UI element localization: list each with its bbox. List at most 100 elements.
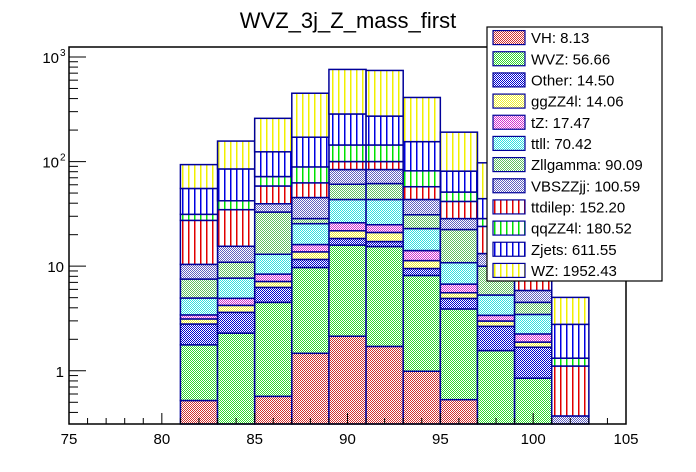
legend-item-ggzz4l: ggZZ4l: 14.06 [492,93,624,111]
series-vh [179,335,479,425]
chart-title: WVZ_3j_Z_mass_first [240,8,456,33]
legend-swatch [492,114,526,130]
legend: VH: 8.13 WVZ: 56.66 Other: 14.50 ggZZ4l: 14… [486,26,663,282]
legend-swatch [492,93,526,109]
bar-other-bin-81 [179,323,219,346]
bar-tz-bin-85 [253,273,293,283]
bar-ggzz4l-bin-89 [328,230,367,240]
legend-label: Other: 14.50 [531,72,614,89]
legend-item-vbszzjj: VBSZZjj: 100.59 [492,178,640,195]
legend-label: Zjets: 611.55 [531,242,617,259]
bar-ttll-bin-99 [513,313,553,335]
legend-item-zjets: Zjets: 611.55 [492,241,617,259]
bar-vbszzjj-bin-83 [216,245,256,264]
bar-zjets-bin-85 [253,151,293,178]
bar-tz-bin-87 [291,243,330,253]
y-tick-label: 10 [42,155,59,172]
bar-wvz-bin-95 [439,308,479,401]
bar-zllgamma-bin-83 [216,261,256,279]
bar-ttll-bin-89 [328,198,367,224]
bar-wvz-bin-97 [476,349,516,425]
bar-wvz-bin-81 [179,344,219,402]
legend-label: Zllgamma: 90.09 [531,157,643,174]
bar-qqzz4l-bin-87 [291,166,330,184]
legend-swatch [492,156,526,173]
bar-zjets-bin-87 [291,136,330,168]
bar-tz-bin-97 [476,314,516,322]
bar-vh-bin-93 [402,370,442,425]
legend-label: WZ: 1952.43 [531,263,617,280]
bar-ttdilep-bin-93 [402,185,442,201]
legend-label: VBSZZjj: 100.59 [531,178,640,195]
legend-item-tz: tZ: 17.47 [492,114,590,132]
bar-tz-bin-99 [513,333,553,343]
bar-other-bin-95 [439,297,479,310]
bar-wz-bin-93 [402,96,442,143]
bar-ttll-bin-97 [476,294,516,317]
bar-other-bin-87 [291,258,330,269]
bar-tz-bin-91 [365,223,404,234]
bar-zllgamma-bin-89 [328,183,367,201]
bar-zjets-bin-95 [439,170,479,193]
bar-vbszzjj-bin-87 [291,196,330,220]
bar-zllgamma-bin-91 [365,182,404,201]
bar-other-bin-89 [328,237,367,246]
x-tick-label: 95 [432,431,449,448]
bar-vh-bin-91 [365,345,404,425]
x-tick-label: 75 [61,431,78,448]
bar-tz-bin-83 [216,297,256,307]
legend-item-zllgamma: Zllgamma: 90.09 [492,156,643,174]
bar-vbszzjj-bin-85 [253,203,293,213]
bar-vh-bin-89 [328,335,367,425]
bar-tz-bin-89 [328,222,367,232]
legend-label: qqZZ4l: 180.52 [531,221,632,238]
bar-ggzz4l-bin-83 [216,304,256,314]
bar-tz-bin-93 [402,249,442,262]
y-tick-exponent: 2 [60,153,66,164]
bar-wz-bin-91 [365,69,404,117]
legend-swatch [492,199,526,215]
bar-qqzz4l-bin-101 [550,357,590,367]
bar-ttdilep-bin-89 [328,160,367,171]
x-tick-label: 105 [613,431,638,448]
bar-qqzz4l-bin-85 [253,175,293,187]
bar-zjets-bin-101 [550,323,590,359]
bar-ttll-bin-81 [179,297,219,316]
legend-label: ggZZ4l: 14.06 [531,94,624,111]
series-ttll [179,198,553,335]
bar-vbszzjj-bin-95 [439,217,479,231]
legend-swatch [492,135,526,152]
legend-label: ttdilep: 152.20 [531,199,625,216]
legend-box [486,26,663,282]
legend-item-wz: WZ: 1952.43 [492,262,617,280]
bar-wz-bin-87 [291,92,330,138]
legend-item-qqzz4l: qqZZ4l: 180.52 [492,220,632,238]
bar-qqzz4l-bin-95 [439,191,479,203]
bar-zllgamma-bin-93 [402,214,442,230]
legend-swatch [492,241,526,257]
bar-qqzz4l-bin-91 [365,144,404,163]
bar-ttll-bin-95 [439,261,479,285]
bar-zllgamma-bin-99 [513,301,553,316]
bar-vbszzjj-bin-89 [328,168,367,185]
legend-swatch [492,72,526,88]
bar-ttll-bin-87 [291,222,330,246]
legend-label: tZ: 17.47 [531,115,590,132]
bar-ggzz4l-bin-95 [439,292,479,300]
bar-ttll-bin-93 [402,227,442,252]
bar-ggzz4l-bin-91 [365,231,404,243]
y-tick-label: 10 [47,259,64,276]
bar-qqzz4l-bin-83 [216,200,256,211]
bar-ttdilep-bin-87 [291,182,330,199]
bar-wz-bin-89 [328,68,367,115]
bar-wvz-bin-91 [365,245,404,348]
bar-vbszzjj-bin-81 [179,263,219,280]
bar-wz-bin-95 [439,131,479,172]
bar-ggzz4l-bin-85 [253,280,293,289]
bar-wz-bin-101 [550,296,590,326]
bar-other-bin-91 [365,240,404,248]
legend-item-ttdilep: ttdilep: 152.20 [492,199,625,216]
legend-item-vh: VH: 8.13 [492,29,589,47]
bar-qqzz4l-bin-81 [179,213,219,222]
